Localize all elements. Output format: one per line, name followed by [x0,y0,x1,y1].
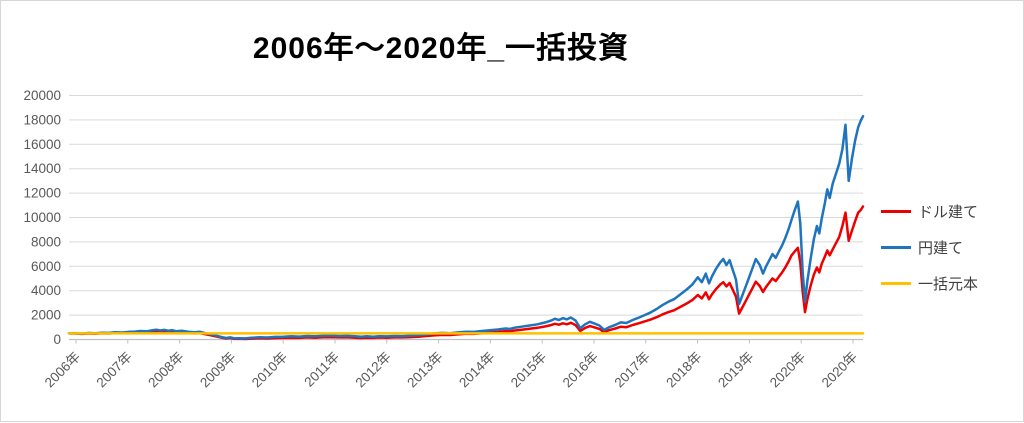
y-axis-tick-label: 8000 [31,234,61,249]
x-axis-tick-label: 2020年 [819,349,860,390]
x-axis-tick-label: 2007年 [94,349,135,390]
y-axis-tick-label: 18000 [23,112,61,127]
x-axis-tick-label: 2016年 [560,349,601,390]
x-axis-tick-label: 2014年 [456,349,497,390]
x-axis-tick-label: 2018年 [663,349,704,390]
y-axis-tick-label: 4000 [31,283,61,298]
legend-label-principal: 一括元本 [918,275,979,293]
x-axis-tick-label: 2017年 [612,349,653,390]
x-axis-tick-label: 2012年 [353,349,394,390]
y-axis-tick-label: 2000 [31,308,61,323]
x-axis-tick-label: 2013年 [404,349,445,390]
legend-item-dollar: ドル建て [881,193,1021,229]
legend-swatch-dollar [881,209,911,213]
legend-item-principal: 一括元本 [881,265,1021,301]
x-axis-tick-label: 2010年 [249,349,290,390]
legend-label-yen: 円建て [918,239,964,257]
x-axis-tick-label: 2011年 [301,349,342,390]
y-axis-tick-label: 12000 [23,186,61,201]
x-axis-tick-label: 2006年 [42,349,83,390]
legend-swatch-yen [881,245,911,249]
x-axis-tick-label: 2015年 [508,349,549,390]
series-line-yen [67,114,865,340]
legend: ドル建て 円建て 一括元本 [881,193,1021,301]
y-axis-tick-label: 0 [53,332,61,347]
y-axis-tick-label: 20000 [23,88,61,103]
legend-item-yen: 円建て [881,229,1021,265]
x-axis-tick-label: 2020年 [767,349,808,390]
x-axis-tick-label: 2008年 [145,349,186,390]
legend-label-dollar: ドル建て [918,203,979,221]
y-axis-tick-label: 10000 [23,210,61,225]
y-axis-tick-label: 6000 [31,259,61,274]
legend-swatch-principal [881,281,911,285]
x-axis-tick-label: 2019年 [715,349,756,390]
x-axis-tick-label: 2009年 [197,349,238,390]
chart-title: 2006年～2020年_一括投資 [252,32,630,65]
y-axis-tick-label: 14000 [23,161,61,176]
y-axis-tick-label: 16000 [23,137,61,152]
series-line-dollar [67,205,865,341]
